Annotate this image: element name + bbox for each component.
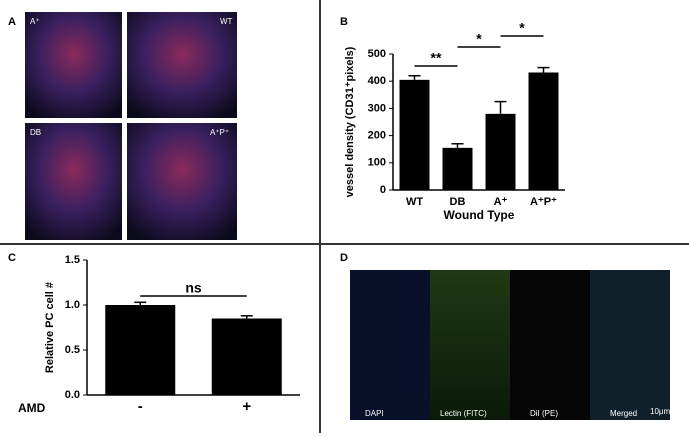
significance-label: *	[519, 20, 525, 36]
image-label: DB	[30, 128, 41, 137]
micrograph-grid: A⁺ WT DB A⁺P⁺	[25, 12, 237, 240]
image-label: DiI (PE)	[530, 409, 558, 418]
y-tick-label: 500	[368, 48, 386, 60]
bar	[485, 113, 516, 190]
bar	[528, 72, 559, 190]
x-tick-label: A⁺P⁺	[530, 196, 557, 208]
image-label: WT	[220, 17, 233, 26]
x-tick-label: +	[242, 398, 251, 415]
x-axis-label: AMD	[18, 401, 46, 415]
panel-label: C	[8, 252, 16, 264]
bar	[211, 318, 282, 395]
image-label: DAPI	[365, 409, 384, 418]
bar	[442, 147, 473, 190]
micrograph	[127, 12, 237, 118]
micrograph-row: DAPI Lectin (FITC) DiI (PE) Merged 10μm	[350, 270, 671, 420]
image-label: A⁺	[30, 17, 40, 26]
scale-label: 10μm	[650, 407, 671, 416]
y-tick-label: 0	[380, 184, 386, 196]
panel-label: B	[340, 16, 348, 28]
significance-label: **	[431, 50, 442, 66]
bar	[399, 79, 430, 190]
micrograph	[590, 270, 670, 420]
significance-label: *	[476, 31, 482, 47]
y-tick-label: 200	[368, 130, 386, 142]
image-label: Lectin (FITC)	[440, 409, 487, 418]
micrograph	[430, 270, 510, 420]
micrograph	[350, 270, 430, 420]
y-tick-label: 0.0	[65, 389, 80, 401]
micrograph	[127, 123, 237, 240]
bar	[105, 305, 176, 395]
y-tick-label: 1.0	[65, 299, 80, 311]
y-tick-label: 300	[368, 102, 386, 114]
panel-label: A	[8, 16, 16, 28]
image-label: A⁺P⁺	[210, 128, 229, 137]
y-axis-label: vessel density (CD31⁺pixels)	[344, 46, 356, 197]
y-tick-label: 0.5	[65, 344, 80, 356]
x-tick-label: DB	[450, 196, 466, 208]
x-tick-label: -	[138, 398, 143, 415]
y-axis-label: Relative PC cell #	[44, 282, 56, 373]
micrograph	[25, 123, 122, 240]
micrograph	[510, 270, 590, 420]
x-tick-label: A⁺	[494, 196, 508, 208]
panel-label: D	[340, 252, 348, 264]
x-axis-label: Wound Type	[444, 208, 515, 222]
y-tick-label: 1.5	[65, 254, 80, 266]
y-tick-label: 400	[368, 75, 386, 87]
image-label: Merged	[610, 409, 637, 418]
micrograph	[25, 12, 122, 118]
x-tick-label: WT	[406, 196, 423, 208]
significance-label: ns	[185, 280, 202, 296]
y-tick-label: 100	[368, 157, 386, 169]
